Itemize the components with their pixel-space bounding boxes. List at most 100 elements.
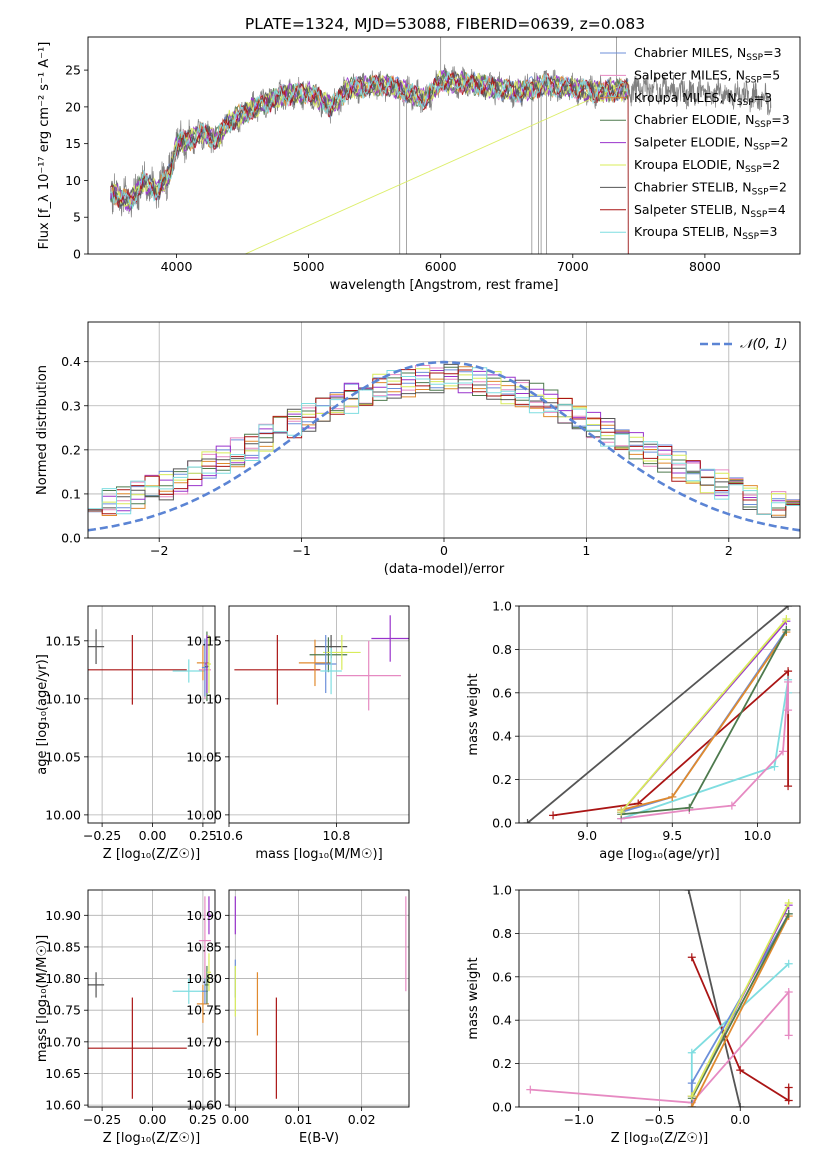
y-tick-label: 0.4 [492, 1013, 512, 1028]
mass-weight-line-kroupa-elodie [620, 618, 788, 813]
y-tick-label: 0 [73, 247, 81, 262]
mass-weight-point [736, 1103, 745, 1107]
panel-mass_vs_EBV: 0.00 0.01 0.02 10.60 10.65 10.70 10.75 10.80 10.… [186, 889, 410, 1146]
x-tick-label: 6000 [425, 259, 457, 274]
y-tick-label: 10.00 [186, 807, 222, 822]
mass-weight-point [687, 1103, 696, 1107]
errorbar-salpeter-stelib [234, 635, 321, 705]
histogram-chabrier-stelib [88, 363, 800, 518]
mass-weight-point [687, 1048, 696, 1057]
x-tick-label: −0.25 [83, 1112, 121, 1127]
x-tick-label: 2 [725, 543, 733, 558]
mass-weight-point [784, 782, 793, 791]
mass-weight-point [782, 625, 791, 634]
y-tick-label: 1.0 [492, 599, 512, 614]
x-tick-label: 9.0 [577, 828, 597, 843]
mass-weight-point [784, 606, 793, 610]
plot-area [88, 890, 215, 1107]
y-axis-label: Flux [f_λ 10⁻¹⁷ erg cm⁻² s⁻¹ A⁻¹] [37, 42, 52, 250]
panel-spectrum: 4000 5000 6000 7000 8000 0 5 10 15 20 25 wavelength… [37, 36, 801, 293]
y-tick-label: 0.3 [61, 398, 81, 413]
mass-weight-point [727, 801, 736, 810]
errorbar-kroupa-elodie [323, 635, 361, 670]
axes-frame [87, 36, 801, 255]
y-tick-label: 0.2 [492, 1056, 512, 1071]
y-tick-label: 10.75 [186, 1003, 222, 1018]
axes-frame [87, 321, 801, 539]
legend-entry: Chabrier STELIB, NSSP=2 [634, 179, 787, 197]
errorbar-salpeter-stelib [88, 997, 187, 1099]
legend-entry: Kroupa MILES, NSSP=3 [634, 90, 772, 108]
panel-massweight_vs_age: 9.0 9.5 10.0 0.0 0.2 0.4 0.6 0.8 1.0 age [log₁₀(a… [466, 599, 801, 862]
panel-age_vs_Z: −0.25 0.00 0.25 10.00 10.05 10.10 10.15 Z [log₁… [35, 605, 217, 862]
mass-weight-point [784, 909, 793, 918]
figure-title: PLATE=1324, MJD=53088, FIBERID=0639, z=0… [245, 15, 645, 33]
mass-weight-point [685, 803, 694, 812]
errorbar-kroupa-elodie [206, 635, 211, 694]
mass-weight-point [687, 1079, 696, 1088]
axes-frame [87, 605, 216, 824]
x-tick-label: 0.00 [139, 1112, 167, 1127]
y-tick-label: 0.0 [61, 531, 81, 546]
mass-weight-point [617, 808, 626, 817]
legend-entry: Kroupa STELIB, NSSP=3 [634, 224, 778, 242]
x-tick-label: 0.0 [730, 1112, 750, 1127]
errorbar-salpeter-stelib [88, 635, 187, 705]
mass-weight-point [687, 1092, 696, 1101]
mass-weight-point [770, 762, 779, 771]
legend-entry: Kroupa ELODIE, NSSP=2 [634, 157, 780, 175]
x-tick-label: 10.0 [744, 828, 772, 843]
x-tick-label: 0.00 [221, 1112, 249, 1127]
errorbar-salpeter-elodie [206, 896, 211, 935]
mass-weight-line-chabrier-elodie [691, 913, 790, 1099]
errorbar-chabrier-miles [314, 635, 337, 694]
x-tick-label: 10.6 [215, 828, 243, 843]
mass-weight-point [687, 953, 696, 962]
y-tick-label: 10.10 [45, 691, 81, 706]
y-tick-label: 20 [65, 99, 81, 114]
x-axis-label: E(B-V) [299, 1131, 339, 1146]
mass-weight-line-kroupa-elodie [690, 902, 790, 1097]
mass-weight-line-salpeter-stelib [690, 956, 790, 1103]
errorbar-chabrier-elodie [309, 637, 348, 673]
axes-frame [518, 889, 801, 1108]
errorbar-kroupa-stelib [172, 978, 205, 1004]
plot-area [88, 606, 215, 823]
y-axis-label: age [log₁₀(age/yr)] [35, 654, 50, 775]
x-tick-label: 4000 [161, 259, 193, 274]
y-tick-label: 0.1 [61, 486, 81, 501]
mass-weight-point [784, 959, 793, 968]
mass-weight-line-kroupa-miles [690, 915, 790, 1107]
x-tick-label: −1 [292, 543, 310, 558]
errorbar-chabrier-stelib [88, 629, 105, 665]
mass-weight-line-chabrier-elodie [621, 629, 788, 816]
mass-weight-point [526, 1085, 535, 1094]
plot-area [229, 606, 409, 823]
mass-weight-point [523, 819, 532, 823]
mass-weight-point [778, 747, 787, 756]
normal-curve [88, 360, 800, 532]
y-tick-label: 10.70 [45, 1034, 81, 1049]
y-tick-label: 10.65 [45, 1066, 81, 1081]
y-tick-label: 10.15 [186, 633, 222, 648]
mass-weight-point [668, 792, 677, 801]
x-axis-label: (data-model)/error [384, 562, 505, 577]
plot-area [519, 890, 800, 1107]
legend-entry: Salpeter STELIB, NSSP=4 [634, 202, 786, 220]
mass-weight-point [784, 677, 793, 686]
errorbar-chabrier-stelib [88, 972, 105, 998]
mass-weight-point [784, 1096, 793, 1105]
x-axis-label: Z [log₁₀(Z/Z☉)] [103, 1131, 200, 1146]
y-axis-label: mass [log₁₀(M/M☉)] [35, 935, 50, 1062]
legend-entry: 𝒩(0, 1) [740, 337, 787, 352]
y-tick-label: 1.0 [492, 883, 512, 898]
y-tick-label: 15 [65, 136, 81, 151]
y-tick-label: 0.0 [492, 816, 512, 831]
plot-area [229, 890, 409, 1107]
y-axis-label: Normed distribution [35, 365, 50, 495]
errorbar-salpeter-miles [336, 640, 401, 711]
plot-area [88, 322, 800, 538]
model-line-salpeter-stelib [110, 71, 629, 254]
mass-weight-point [784, 667, 793, 676]
